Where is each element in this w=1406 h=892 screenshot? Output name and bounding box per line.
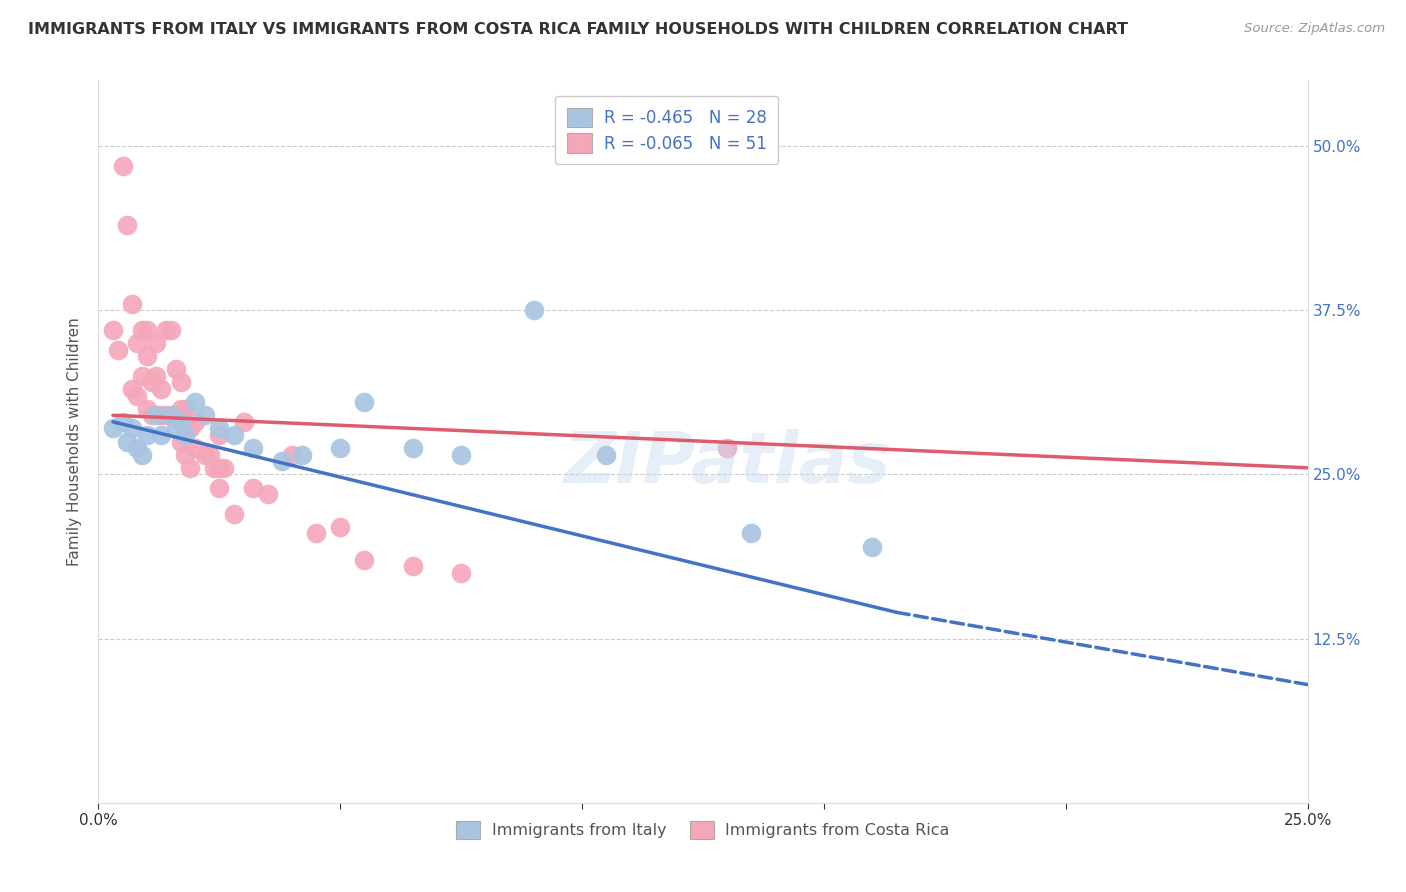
Point xyxy=(290,448,312,462)
Point xyxy=(121,296,143,310)
Point xyxy=(329,441,352,455)
Point xyxy=(208,481,231,495)
Point xyxy=(131,368,153,383)
Point xyxy=(169,415,191,429)
Point xyxy=(155,409,177,423)
Point xyxy=(860,540,883,554)
Point xyxy=(165,421,187,435)
Point xyxy=(179,421,201,435)
Point xyxy=(101,323,124,337)
Point xyxy=(135,323,157,337)
Point xyxy=(141,409,163,423)
Text: Source: ZipAtlas.com: Source: ZipAtlas.com xyxy=(1244,22,1385,36)
Point xyxy=(174,448,197,462)
Point xyxy=(111,159,134,173)
Point xyxy=(165,362,187,376)
Point xyxy=(135,401,157,416)
Point xyxy=(127,441,149,455)
Legend: Immigrants from Italy, Immigrants from Costa Rica: Immigrants from Italy, Immigrants from C… xyxy=(450,814,956,846)
Point xyxy=(101,421,124,435)
Point xyxy=(305,526,328,541)
Point xyxy=(353,395,375,409)
Point xyxy=(184,415,207,429)
Point xyxy=(160,409,183,423)
Point xyxy=(131,448,153,462)
Point xyxy=(169,376,191,390)
Point xyxy=(150,409,173,423)
Point xyxy=(716,441,738,455)
Point xyxy=(198,448,221,462)
Text: IMMIGRANTS FROM ITALY VS IMMIGRANTS FROM COSTA RICA FAMILY HOUSEHOLDS WITH CHILD: IMMIGRANTS FROM ITALY VS IMMIGRANTS FROM… xyxy=(28,22,1128,37)
Point xyxy=(145,368,167,383)
Point xyxy=(523,303,546,318)
Point xyxy=(595,448,617,462)
Point xyxy=(179,460,201,475)
Point xyxy=(212,460,235,475)
Point xyxy=(184,441,207,455)
Point xyxy=(329,520,352,534)
Point xyxy=(121,382,143,396)
Point xyxy=(174,401,197,416)
Point xyxy=(160,323,183,337)
Point xyxy=(232,415,254,429)
Point xyxy=(155,323,177,337)
Point xyxy=(194,409,217,423)
Point xyxy=(208,428,231,442)
Point xyxy=(204,460,226,475)
Point xyxy=(150,428,173,442)
Point xyxy=(271,454,294,468)
Text: ZIPatlas: ZIPatlas xyxy=(564,429,891,498)
Point xyxy=(450,566,472,580)
Point xyxy=(135,349,157,363)
Point xyxy=(145,409,167,423)
Point xyxy=(222,428,245,442)
Point xyxy=(165,409,187,423)
Point xyxy=(117,434,139,449)
Point xyxy=(135,428,157,442)
Point xyxy=(208,460,231,475)
Point xyxy=(194,448,217,462)
Point xyxy=(169,401,191,416)
Point xyxy=(450,448,472,462)
Point xyxy=(353,553,375,567)
Point xyxy=(740,526,762,541)
Point xyxy=(208,421,231,435)
Point xyxy=(117,218,139,232)
Point xyxy=(242,441,264,455)
Point xyxy=(141,376,163,390)
Point xyxy=(174,428,197,442)
Point xyxy=(131,323,153,337)
Point xyxy=(107,343,129,357)
Point xyxy=(127,388,149,402)
Point xyxy=(150,382,173,396)
Y-axis label: Family Households with Children: Family Households with Children xyxy=(67,318,83,566)
Point xyxy=(145,336,167,351)
Point xyxy=(222,507,245,521)
Point xyxy=(184,395,207,409)
Point xyxy=(402,559,425,574)
Point xyxy=(111,415,134,429)
Point xyxy=(281,448,304,462)
Point xyxy=(402,441,425,455)
Point xyxy=(242,481,264,495)
Point xyxy=(121,421,143,435)
Point xyxy=(127,336,149,351)
Point xyxy=(169,434,191,449)
Point xyxy=(256,487,278,501)
